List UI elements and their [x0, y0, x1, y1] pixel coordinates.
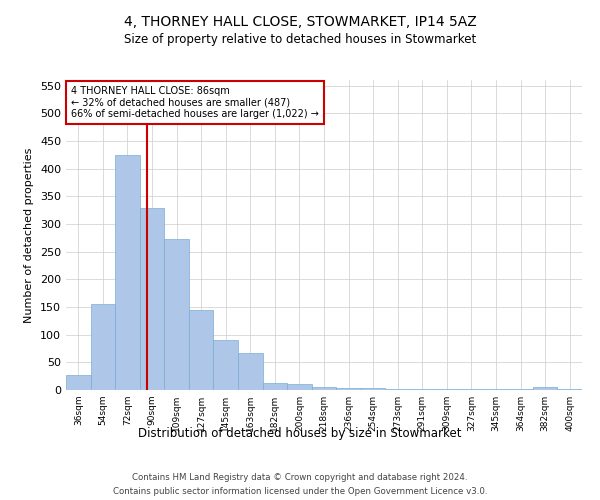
Text: Contains HM Land Registry data © Crown copyright and database right 2024.: Contains HM Land Registry data © Crown c… [132, 472, 468, 482]
Bar [312, 387, 336, 390]
Text: 4, THORNEY HALL CLOSE, STOWMARKET, IP14 5AZ: 4, THORNEY HALL CLOSE, STOWMARKET, IP14 … [124, 15, 476, 29]
Bar [287, 384, 312, 390]
Text: Distribution of detached houses by size in Stowmarket: Distribution of detached houses by size … [138, 428, 462, 440]
Bar [336, 388, 361, 390]
Bar [189, 310, 214, 390]
Bar [164, 240, 189, 390]
Bar [263, 383, 287, 390]
Bar [91, 304, 115, 390]
Text: Contains public sector information licensed under the Open Government Licence v3: Contains public sector information licen… [113, 488, 487, 496]
Bar [214, 340, 238, 390]
Y-axis label: Number of detached properties: Number of detached properties [25, 148, 34, 322]
Bar [533, 387, 557, 390]
Bar [361, 388, 385, 390]
Bar [140, 208, 164, 390]
Bar [385, 389, 410, 390]
Bar [66, 374, 91, 390]
Bar [115, 154, 140, 390]
Bar [238, 353, 263, 390]
Text: 4 THORNEY HALL CLOSE: 86sqm
← 32% of detached houses are smaller (487)
66% of se: 4 THORNEY HALL CLOSE: 86sqm ← 32% of det… [71, 86, 319, 120]
Text: Size of property relative to detached houses in Stowmarket: Size of property relative to detached ho… [124, 32, 476, 46]
